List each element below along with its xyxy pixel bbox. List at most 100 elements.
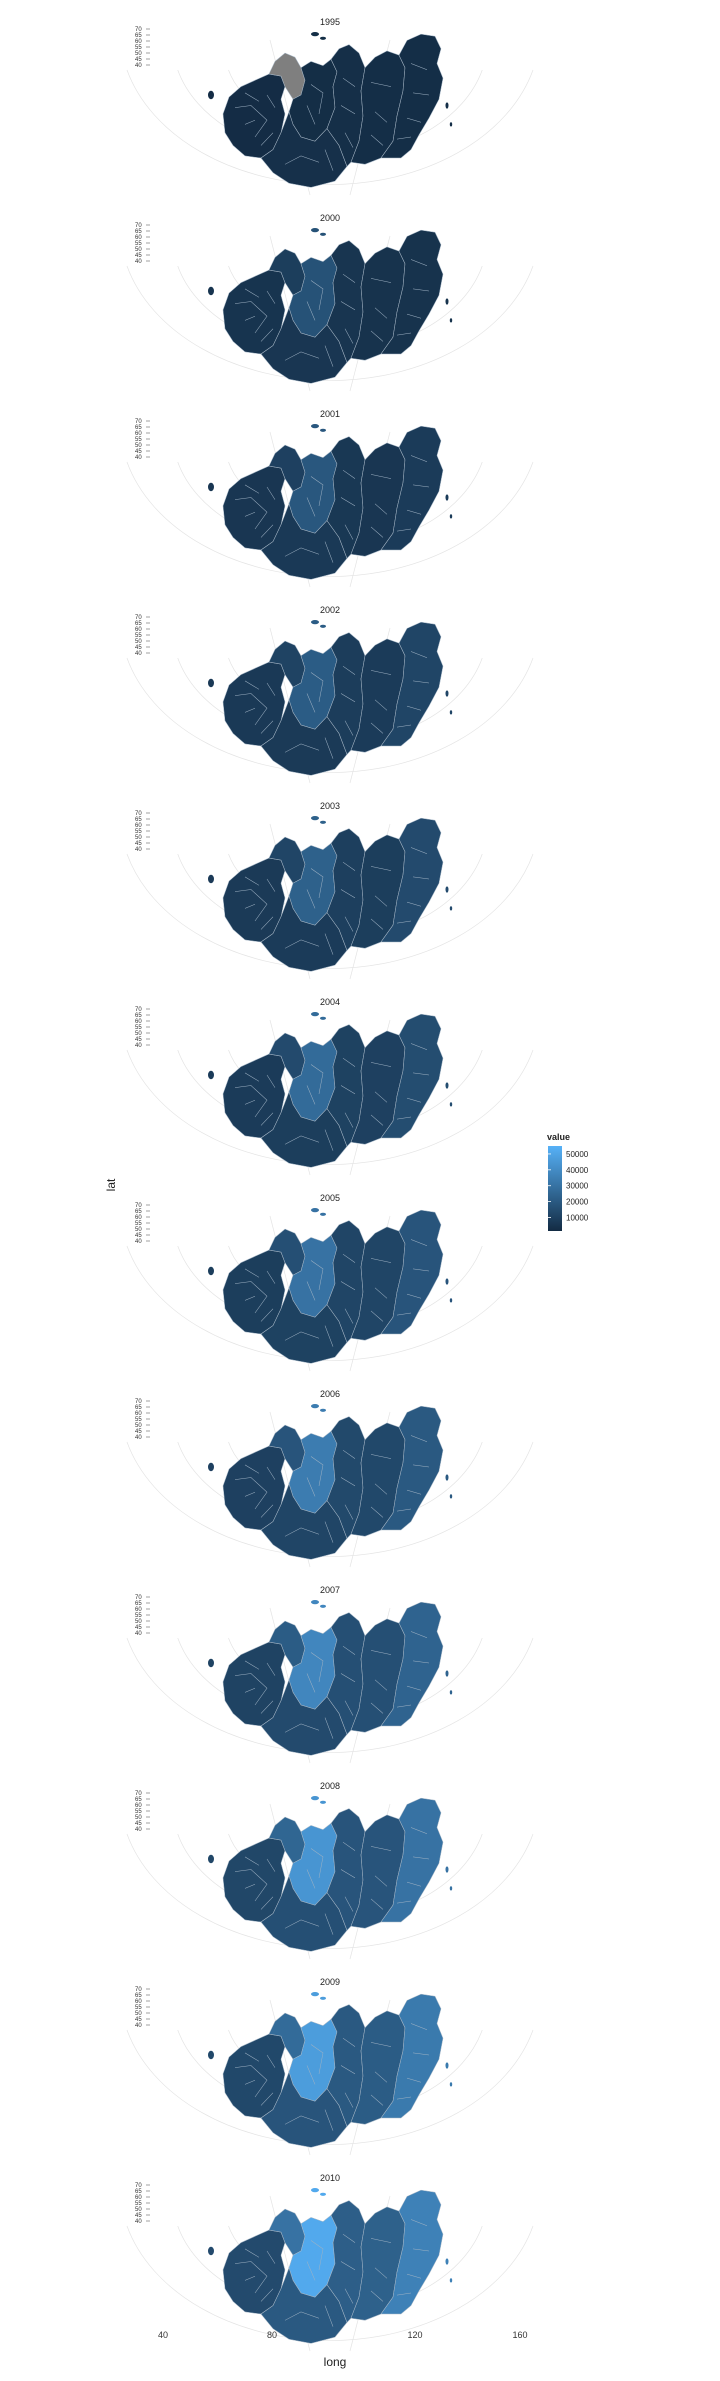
map	[208, 1992, 453, 2148]
map	[208, 1404, 453, 1560]
region-border	[340, 469, 356, 540]
island	[445, 2258, 449, 2265]
y-tick-label: 40	[135, 63, 142, 69]
map-region	[222, 2033, 286, 2119]
legend-label: 50000	[566, 1150, 589, 1159]
y-tick-label: 45	[135, 253, 142, 259]
y-tick-label: 40	[135, 847, 142, 853]
legend-labels: 50000 40000 30000 20000 10000	[548, 1150, 589, 1222]
region-border	[284, 1325, 334, 1347]
island	[449, 514, 453, 519]
region-border	[244, 288, 274, 342]
x-axis-title: long	[324, 2355, 347, 2369]
y-tick-label: 55	[135, 45, 142, 51]
island	[311, 1012, 319, 1017]
y-tick-label: 70	[135, 1203, 142, 1209]
region-border	[370, 278, 392, 342]
island	[449, 1298, 453, 1303]
island	[449, 2278, 453, 2283]
island	[320, 624, 326, 628]
y-tick-label: 40	[135, 455, 142, 461]
y-tick-label: 70	[135, 811, 142, 817]
island	[445, 1866, 449, 1873]
region-border	[396, 1631, 430, 1708]
island	[445, 1670, 449, 1677]
region-border	[244, 484, 274, 538]
y-tick-label: 60	[135, 1803, 142, 1809]
y-tick-label: 60	[135, 2195, 142, 2201]
region-border	[234, 693, 268, 726]
island	[311, 1796, 319, 1801]
region-border	[396, 2219, 430, 2296]
region-border	[306, 1260, 324, 1301]
y-tick-label: 50	[135, 443, 142, 449]
region-border	[340, 1841, 356, 1912]
island	[311, 620, 319, 625]
panel-title: 2002	[320, 605, 340, 615]
map-region	[222, 2229, 286, 2315]
region-border	[370, 670, 392, 734]
island	[320, 1996, 326, 2000]
island	[208, 1854, 214, 1864]
y-tick-label: 50	[135, 639, 142, 645]
map-region	[380, 1601, 444, 1727]
y-tick-label: 60	[135, 39, 142, 45]
y-axis-title: lat	[104, 1178, 118, 1191]
region-border	[340, 1057, 356, 1128]
island	[208, 1462, 214, 1472]
region-border	[396, 1435, 430, 1512]
region-border	[370, 2238, 392, 2302]
y-tick-label: 65	[135, 425, 142, 431]
map-region	[380, 1013, 444, 1139]
map-region	[380, 33, 444, 159]
region-border	[396, 1239, 430, 1316]
y-tick-label: 60	[135, 1999, 142, 2005]
map-region	[380, 425, 444, 551]
island	[311, 228, 319, 233]
island	[445, 1278, 449, 1285]
region-border	[370, 1258, 392, 1322]
map-region	[380, 1797, 444, 1923]
region-border	[340, 2233, 356, 2304]
map-region	[222, 1053, 286, 1139]
island	[320, 1604, 326, 1608]
y-tick-label: 45	[135, 1233, 142, 1239]
y-tick-label: 65	[135, 33, 142, 39]
region-border	[340, 2037, 356, 2108]
graticule-line	[126, 461, 534, 577]
region-border	[370, 1846, 392, 1910]
island	[320, 1408, 326, 1412]
region-border	[244, 1074, 276, 1105]
map-region	[380, 1993, 444, 2119]
map-region	[222, 1837, 286, 1923]
island	[320, 428, 326, 432]
island	[445, 1474, 449, 1481]
region-border	[244, 878, 276, 909]
island	[449, 906, 453, 911]
x-tick-label: 160	[512, 2330, 527, 2340]
y-tick-label: 45	[135, 57, 142, 63]
region-border	[244, 1072, 274, 1126]
island	[445, 1082, 449, 1089]
legend-label: 30000	[566, 1182, 589, 1191]
region-border	[234, 105, 268, 138]
region-border	[284, 1129, 334, 1151]
y-tick-label: 50	[135, 1619, 142, 1625]
region-border	[340, 1253, 356, 1324]
region-border	[370, 1454, 392, 1518]
graticule-line	[126, 1833, 534, 1949]
y-tick-label: 70	[135, 27, 142, 33]
y-tick-label: 40	[135, 1043, 142, 1049]
map-region	[380, 2189, 444, 2315]
island	[445, 298, 449, 305]
island	[208, 1070, 214, 1080]
region-border	[234, 2261, 268, 2294]
region-border	[370, 866, 392, 930]
region-border	[284, 1913, 334, 1935]
legend-label: 20000	[566, 1198, 589, 1207]
y-tick-label: 65	[135, 1797, 142, 1803]
region-border	[244, 682, 276, 713]
region-border	[340, 1645, 356, 1716]
